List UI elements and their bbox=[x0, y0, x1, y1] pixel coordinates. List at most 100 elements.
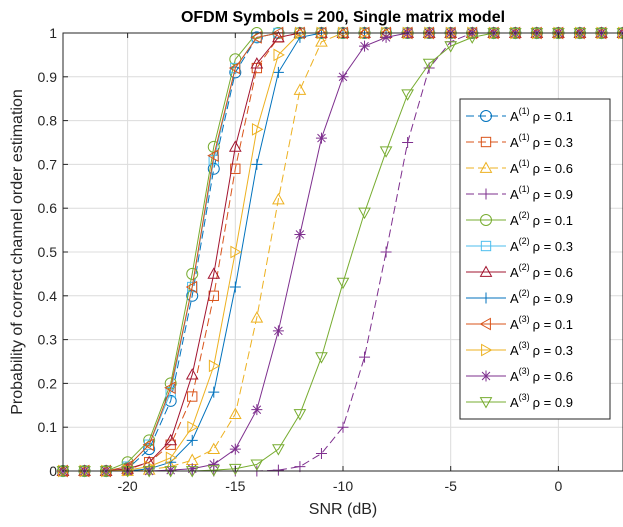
data-point bbox=[251, 404, 263, 416]
y-tick-label: 0.9 bbox=[38, 69, 58, 85]
data-point bbox=[251, 158, 263, 170]
legend-item: A(2) ρ = 0.9 bbox=[466, 288, 573, 306]
data-point bbox=[479, 317, 491, 331]
data-point bbox=[228, 407, 242, 419]
data-point bbox=[187, 420, 199, 434]
data-point bbox=[336, 277, 350, 290]
data-point bbox=[250, 311, 264, 323]
legend: A(1) ρ = 0.1 A(1) ρ = 0.3 A(1) ρ = 0.6 A(1) ρ =… bbox=[459, 98, 611, 420]
data-point bbox=[228, 61, 241, 75]
data-point bbox=[315, 132, 327, 144]
data-point bbox=[78, 466, 91, 478]
data-point bbox=[185, 368, 199, 380]
legend-item: A(1) ρ = 0.6 bbox=[466, 158, 573, 176]
data-point bbox=[251, 123, 264, 136]
x-tick-label: -20 bbox=[117, 478, 137, 494]
data-point bbox=[479, 265, 493, 277]
data-point bbox=[480, 136, 492, 148]
y-tick-label: 0.8 bbox=[38, 113, 58, 129]
data-point bbox=[444, 41, 458, 53]
data-point bbox=[272, 444, 285, 456]
legend-item: A(1) ρ = 0.1 bbox=[466, 106, 573, 124]
data-point bbox=[380, 246, 392, 258]
y-tick-label: 0 bbox=[49, 463, 57, 479]
data-point bbox=[616, 28, 623, 40]
data-point bbox=[293, 83, 307, 95]
data-point bbox=[616, 29, 623, 37]
data-point bbox=[315, 447, 327, 459]
x-axis-label: SNR (dB) bbox=[309, 501, 377, 518]
x-tick-label: -5 bbox=[444, 478, 457, 494]
data-point bbox=[207, 162, 220, 175]
x-tick-label: -15 bbox=[225, 478, 245, 494]
data-point bbox=[122, 463, 135, 477]
legend-label: A(1) ρ = 0.6 bbox=[510, 158, 573, 176]
data-point bbox=[422, 58, 436, 71]
y-tick-label: 0.5 bbox=[38, 244, 58, 260]
x-tick-label: 0 bbox=[554, 478, 562, 494]
data-point bbox=[228, 140, 242, 152]
legend-label: A(3) ρ = 0.6 bbox=[510, 366, 573, 384]
data-point bbox=[164, 433, 178, 446]
data-point bbox=[164, 394, 177, 407]
data-point bbox=[186, 463, 198, 475]
data-point bbox=[250, 31, 262, 44]
data-point bbox=[143, 434, 156, 447]
legend-box bbox=[459, 98, 611, 420]
data-point bbox=[165, 451, 178, 465]
legend-label: A(1) ρ = 0.3 bbox=[510, 132, 573, 150]
data-point bbox=[272, 464, 284, 476]
data-point bbox=[208, 359, 221, 373]
data-point bbox=[229, 66, 242, 79]
x-tick-label: -10 bbox=[333, 478, 353, 494]
data-point bbox=[142, 438, 155, 452]
data-point bbox=[142, 466, 156, 478]
data-point bbox=[294, 461, 306, 473]
data-point bbox=[250, 459, 264, 471]
y-tick-label: 0.2 bbox=[38, 375, 58, 391]
data-point bbox=[293, 409, 307, 421]
data-point bbox=[616, 26, 623, 38]
data-point bbox=[187, 391, 198, 402]
data-point bbox=[552, 28, 565, 40]
data-point bbox=[487, 28, 501, 40]
data-point bbox=[207, 442, 221, 454]
data-point bbox=[595, 28, 608, 40]
legend-label: A(2) ρ = 0.3 bbox=[510, 236, 573, 254]
data-point bbox=[480, 370, 492, 382]
data-point bbox=[229, 443, 241, 455]
legend-item: A(2) ρ = 0.1 bbox=[466, 210, 573, 228]
data-point bbox=[272, 66, 284, 78]
legend-item: A(2) ρ = 0.6 bbox=[466, 262, 573, 280]
legend-item: A(3) ρ = 0.3 bbox=[466, 340, 573, 358]
data-point bbox=[185, 466, 199, 478]
y-tick-label: 0.4 bbox=[38, 288, 58, 304]
legend-item: A(3) ρ = 0.1 bbox=[466, 314, 573, 332]
legend-label: A(1) ρ = 0.9 bbox=[510, 184, 573, 202]
data-point bbox=[228, 463, 242, 476]
legend-label: A(2) ρ = 0.6 bbox=[510, 262, 573, 280]
legend-label: A(3) ρ = 0.9 bbox=[510, 392, 573, 410]
data-point bbox=[479, 397, 493, 409]
data-point bbox=[272, 30, 285, 43]
legend-item: A(2) ρ = 0.3 bbox=[466, 236, 573, 254]
data-point bbox=[530, 28, 544, 40]
data-point bbox=[359, 40, 371, 52]
data-point bbox=[380, 31, 392, 43]
legend-label: A(2) ρ = 0.9 bbox=[510, 288, 573, 306]
data-point bbox=[315, 352, 328, 364]
data-point bbox=[402, 137, 414, 148]
data-point bbox=[186, 434, 198, 446]
data-point bbox=[229, 281, 241, 293]
data-point bbox=[379, 146, 393, 158]
legend-item: A(1) ρ = 0.3 bbox=[466, 132, 573, 150]
data-point bbox=[480, 188, 492, 200]
data-point bbox=[250, 57, 264, 69]
legend-item: A(3) ρ = 0.9 bbox=[466, 392, 573, 410]
data-point bbox=[165, 464, 177, 476]
data-point bbox=[481, 343, 493, 357]
data-point bbox=[207, 267, 221, 279]
y-tick-label: 0.3 bbox=[38, 332, 58, 348]
legend-label: A(3) ρ = 0.1 bbox=[510, 314, 573, 332]
data-point bbox=[208, 386, 220, 398]
